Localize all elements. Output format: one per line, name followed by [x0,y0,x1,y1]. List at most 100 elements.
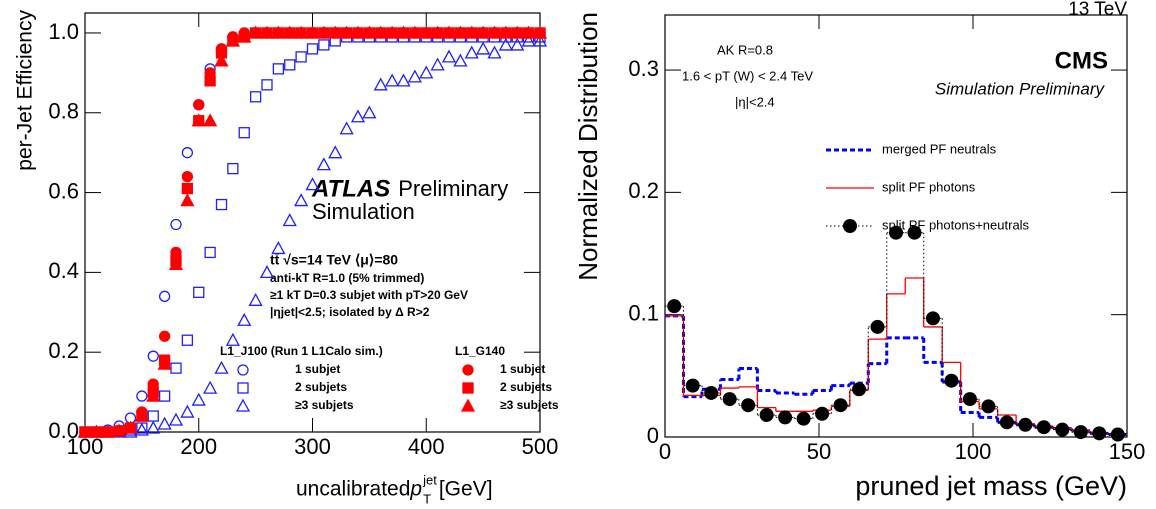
data-point [833,398,848,413]
annotation-line: 1.6 < pT (W) < 2.4 TeV [682,68,813,83]
data-point [722,392,737,407]
marker-triangle [407,25,422,39]
marker-square [147,410,159,422]
marker-triangle [294,25,309,39]
marker-circle [181,147,194,159]
marker-triangle [328,145,343,159]
marker-triangle [225,33,240,47]
marker-triangle [77,424,93,438]
marker-triangle [419,65,434,79]
marker-square [170,362,182,374]
marker-triangle [487,25,502,39]
marker-triangle [316,25,331,39]
marker-triangle [430,57,445,71]
marker-square [295,51,307,63]
data-point [1092,426,1107,441]
marker-triangle [123,420,138,434]
plot-frame [664,14,1128,438]
marker-triangle [419,25,434,39]
marker-triangle [362,25,377,39]
marker-square [272,63,285,75]
marker-square [306,43,319,55]
marker-square [238,127,250,139]
marker-square [181,182,194,195]
legend-label: 2 subjets [500,380,552,394]
marker-square [318,39,330,51]
legend-title: L1_J100 (Run 1 L1Calo sim.) [220,344,383,358]
marker-circle [170,218,182,231]
status-label: Simulation Preliminary [935,79,1106,98]
legend-label: split PF photons+neutrals [882,217,1030,232]
marker-triangle [259,25,275,39]
data-point [667,299,682,314]
experiment-label: ATLAS [311,175,390,202]
x-tick-label: 100 [67,434,104,459]
marker-circle [181,170,194,183]
marker-triangle [464,25,479,39]
y-tick-label: 0.6 [48,178,79,203]
x-tick-label: 50 [807,439,831,464]
legend-label: split PF photons [882,179,976,194]
legend-label: 2 subjets [295,380,347,394]
status-label: Simulation [312,199,415,224]
marker-triangle [316,157,331,171]
legend-title: L1_G140 [455,344,505,358]
data-point [685,378,700,393]
marker-triangle [453,53,468,67]
data-point [870,319,885,334]
x-tick-label: 0 [659,439,671,464]
marker-triangle [157,356,172,370]
marker-triangle [294,193,309,207]
data-point [852,382,867,397]
marker-triangle [385,73,400,87]
marker-triangle [225,332,240,346]
x-tick-label: 300 [294,434,331,459]
marker-square [261,79,273,91]
legend-label: ≥3 subjets [295,398,354,412]
x-axis-title-unit: [GeV] [439,478,493,501]
data-point [704,385,719,400]
legend-label: merged PF neutrals [882,141,997,156]
marker-triangle [510,37,525,51]
y-axis-title: per-Jet Efficiency [14,10,37,171]
status-label: Preliminary [398,176,508,201]
data-point [815,406,830,421]
y-tick-label: 0.2 [48,338,79,363]
marker-triangle [339,121,354,135]
y-tick-label: 0.4 [48,258,79,283]
marker-triangle [305,25,320,39]
marker-triangle [203,113,218,127]
marker-triangle [521,25,536,39]
legend-label: 1 subjet [500,362,545,376]
marker-triangle [385,25,400,39]
marker-triangle [510,25,525,39]
marker-triangle [235,398,251,412]
marker-circle [237,364,249,376]
marker-triangle [237,312,252,326]
y-tick-label: 0.3 [628,56,659,81]
marker-triangle [168,412,184,426]
marker-triangle [460,398,476,412]
x-tick-label: 500 [522,434,559,459]
marker-circle [158,290,171,302]
marker-triangle [146,420,161,434]
x-axis-title: pruned jet mass (GeV) [855,471,1127,501]
marker-triangle [112,423,127,437]
marker-triangle [476,41,491,55]
legend-marker [843,219,857,233]
y-tick-label: 0.0 [48,418,79,443]
marker-triangle [271,241,286,255]
marker-triangle [191,113,206,127]
marker-triangle [498,25,513,39]
data-point [796,411,811,426]
data-point [1055,422,1070,437]
marker-triangle [282,25,297,39]
marker-triangle [396,25,411,39]
marker-triangle [487,45,502,59]
marker-triangle [441,25,457,39]
data-point [1018,417,1033,432]
marker-triangle [350,25,366,39]
marker-square [204,75,216,87]
x-tick-label: 150 [1109,439,1146,464]
data-point [981,399,996,414]
